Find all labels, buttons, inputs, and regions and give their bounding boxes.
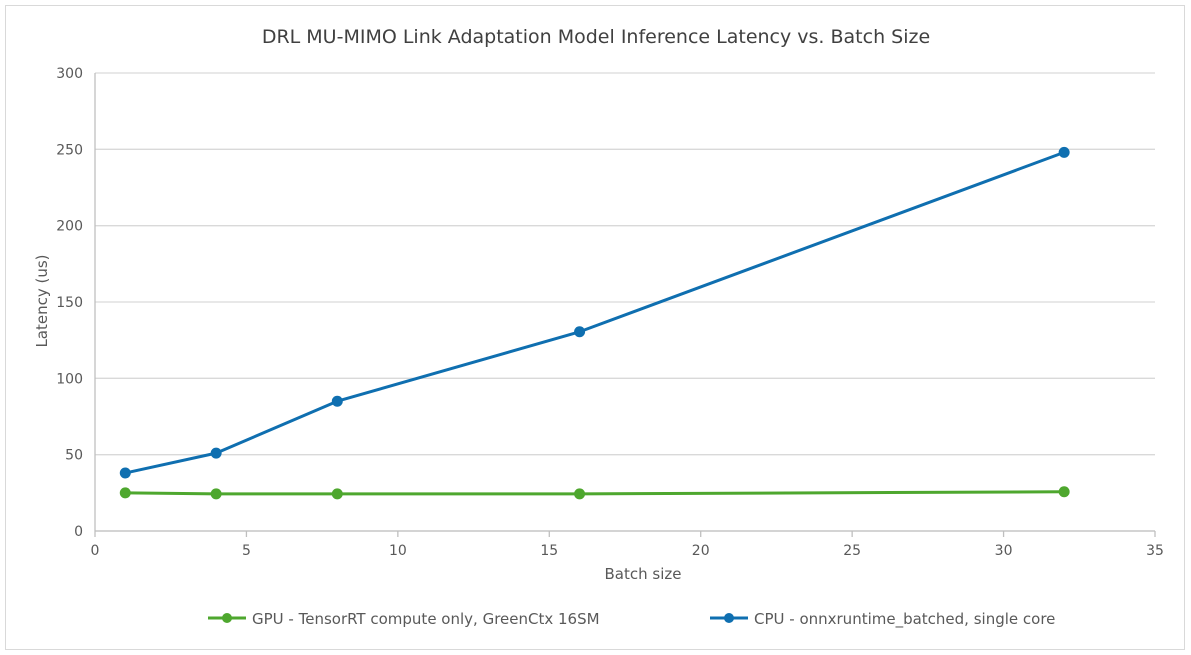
- chart-title: DRL MU-MIMO Link Adaptation Model Infere…: [262, 26, 930, 48]
- x-tick-label: 25: [843, 543, 861, 559]
- y-tick-label: 300: [56, 66, 83, 82]
- y-tick-label: 50: [65, 448, 83, 464]
- y-tick-label: 250: [56, 142, 83, 158]
- legend: GPU - TensorRT compute only, GreenCtx 16…: [208, 610, 1055, 629]
- data-point-series-1: [331, 395, 343, 407]
- legend-gpu-label: GPU - TensorRT compute only, GreenCtx 16…: [252, 610, 600, 628]
- legend-gpu-dot-marker: [222, 613, 232, 623]
- x-axis-ticks: 0 5 10 15 20 25 30 35: [91, 531, 1164, 559]
- data-point-series-1: [210, 447, 222, 459]
- x-tick-label: 20: [692, 543, 710, 559]
- legend-item-cpu: CPU - onnxruntime_batched, single core: [710, 610, 1055, 629]
- y-tick-label: 150: [56, 295, 83, 311]
- x-axis-title: Batch size: [605, 565, 682, 583]
- x-tick-label: 35: [1146, 543, 1164, 559]
- data-point-series-1: [574, 326, 586, 338]
- data-point-series-0: [574, 488, 586, 500]
- data-point-series-1: [119, 467, 131, 479]
- y-axis-ticks: 0 50 100 150 200 250 300: [56, 66, 83, 540]
- series-line-1: [124, 150, 1065, 475]
- data-point-series-0: [210, 488, 222, 500]
- x-tick-label: 30: [995, 543, 1013, 559]
- data-point-series-1: [1058, 146, 1070, 158]
- legend-item-gpu: GPU - TensorRT compute only, GreenCtx 16…: [208, 610, 600, 628]
- gridlines: [94, 72, 1155, 532]
- data-point-series-0: [1058, 486, 1070, 498]
- series-line-0: [125, 490, 1065, 496]
- x-tick-label: 15: [540, 543, 558, 559]
- y-tick-label: 200: [56, 219, 83, 235]
- y-axis-title: Latency (us): [33, 254, 51, 347]
- data-point-series-0: [331, 488, 343, 500]
- y-tick-label: 0: [74, 524, 83, 540]
- x-tick-label: 10: [389, 543, 407, 559]
- legend-cpu-label: CPU - onnxruntime_batched, single core: [754, 610, 1055, 629]
- series-layer: [119, 146, 1070, 500]
- x-tick-label: 0: [91, 543, 100, 559]
- legend-cpu-dot-marker: [724, 613, 734, 623]
- y-tick-label: 100: [56, 371, 83, 387]
- x-tick-label: 5: [242, 543, 251, 559]
- data-point-series-0: [119, 487, 131, 499]
